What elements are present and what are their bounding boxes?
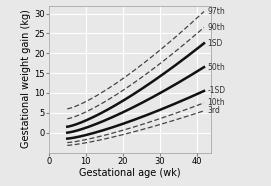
Text: 3rd: 3rd [208, 106, 221, 115]
Text: 10th: 10th [208, 98, 225, 107]
X-axis label: Gestational age (wk): Gestational age (wk) [79, 169, 181, 178]
Text: 50th: 50th [208, 63, 225, 72]
Text: 97th: 97th [208, 7, 225, 16]
Text: -1SD: -1SD [208, 86, 226, 95]
Text: 1SD: 1SD [208, 39, 223, 48]
Text: 90th: 90th [208, 23, 225, 32]
Y-axis label: Gestational weight gain (kg): Gestational weight gain (kg) [21, 10, 31, 148]
